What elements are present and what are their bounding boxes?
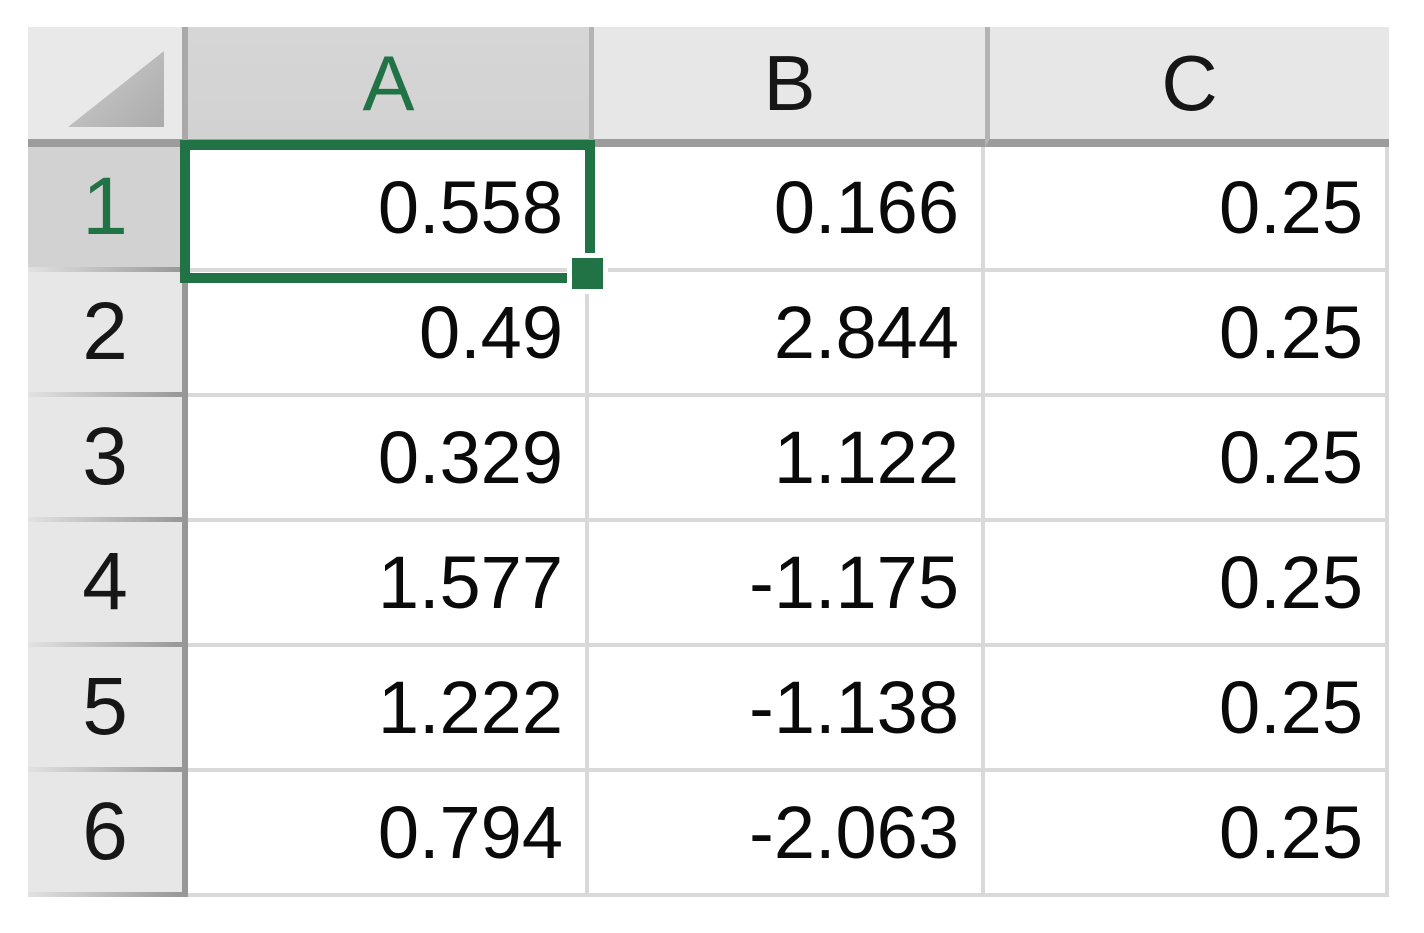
- row-header-4[interactable]: 4: [28, 522, 188, 647]
- cell-A4[interactable]: 1.577: [188, 522, 589, 647]
- cell-B6[interactable]: -2.063: [589, 772, 985, 897]
- cell-B4[interactable]: -1.175: [589, 522, 985, 647]
- column-header-b[interactable]: B: [589, 27, 985, 147]
- select-all-triangle-icon: [68, 51, 164, 127]
- cell-C1[interactable]: 0.25: [985, 147, 1389, 272]
- cell-C2[interactable]: 0.25: [985, 272, 1389, 397]
- column-header-c[interactable]: C: [985, 27, 1389, 147]
- cell-B5[interactable]: -1.138: [589, 647, 985, 772]
- row-header-3[interactable]: 3: [28, 397, 188, 522]
- cell-A5[interactable]: 1.222: [188, 647, 589, 772]
- cell-B1[interactable]: 0.166: [589, 147, 985, 272]
- cell-A6[interactable]: 0.794: [188, 772, 589, 897]
- cell-B2[interactable]: 2.844: [589, 272, 985, 397]
- row-header-5[interactable]: 5: [28, 647, 188, 772]
- select-all-button[interactable]: [28, 27, 188, 147]
- cell-A1[interactable]: 0.558: [188, 147, 589, 272]
- row-header-6[interactable]: 6: [28, 772, 188, 897]
- cell-C5[interactable]: 0.25: [985, 647, 1389, 772]
- cell-C6[interactable]: 0.25: [985, 772, 1389, 897]
- cell-A2[interactable]: 0.49: [188, 272, 589, 397]
- row-header-2[interactable]: 2: [28, 272, 188, 397]
- cell-C4[interactable]: 0.25: [985, 522, 1389, 647]
- column-header-a[interactable]: A: [188, 27, 589, 147]
- cell-B3[interactable]: 1.122: [589, 397, 985, 522]
- cell-A3[interactable]: 0.329: [188, 397, 589, 522]
- cell-C3[interactable]: 0.25: [985, 397, 1389, 522]
- row-header-1[interactable]: 1: [28, 147, 188, 272]
- spreadsheet-grid: A B C 1 0.558 0.166 0.25 2 0.49 2.844 0.25 3 0.329 1.…: [28, 27, 1389, 897]
- fill-handle[interactable]: [572, 258, 603, 289]
